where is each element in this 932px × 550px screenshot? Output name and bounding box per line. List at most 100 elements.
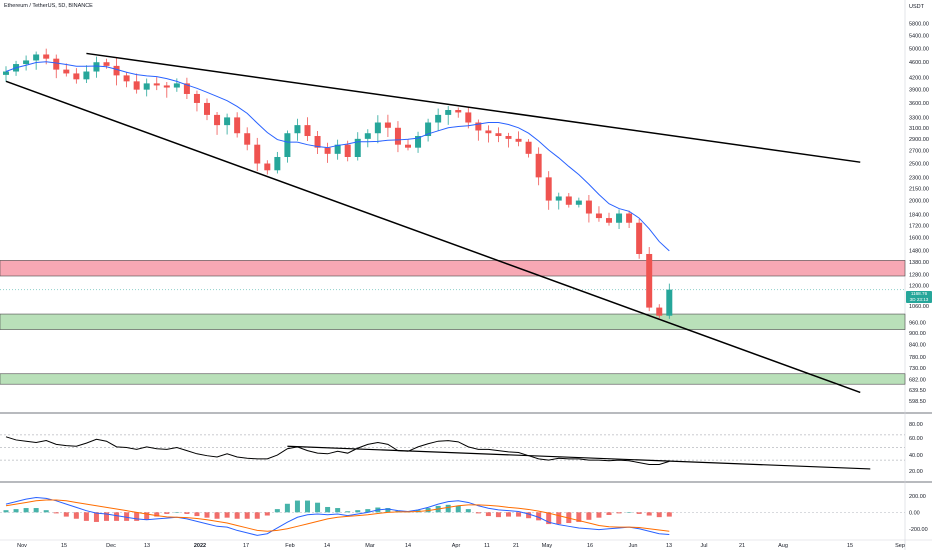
candle[interactable] (374, 122, 381, 134)
candle[interactable] (43, 54, 50, 59)
macd-line (5, 497, 670, 536)
macd-histogram-bar (224, 512, 230, 518)
candle[interactable] (455, 110, 462, 113)
candle[interactable] (244, 133, 251, 145)
candle[interactable] (515, 138, 522, 142)
candle[interactable] (193, 93, 200, 103)
macd-histogram-bar (93, 512, 99, 522)
candle[interactable] (575, 200, 582, 205)
candle[interactable] (626, 213, 633, 223)
candle[interactable] (666, 289, 673, 316)
candle[interactable] (53, 58, 60, 70)
candle[interactable] (224, 117, 231, 126)
candle[interactable] (435, 114, 442, 123)
time-tick-label: Mar (365, 543, 375, 549)
candle[interactable] (153, 83, 160, 86)
candle[interactable] (545, 177, 552, 201)
candle[interactable] (23, 60, 30, 65)
macd-histogram-bar (124, 512, 130, 521)
wedge-resistance-line[interactable] (86, 52, 861, 163)
candle[interactable] (33, 54, 40, 61)
candle[interactable] (324, 147, 331, 154)
macd-histogram-bar (315, 502, 321, 513)
macd-histogram-bar (63, 512, 69, 517)
candle[interactable] (525, 141, 532, 154)
candle[interactable] (354, 138, 361, 157)
candle[interactable] (334, 144, 341, 154)
candle[interactable] (595, 213, 602, 219)
candle[interactable] (304, 125, 311, 137)
candle[interactable] (234, 117, 241, 134)
macd-histogram-bar (576, 512, 582, 522)
candle[interactable] (173, 83, 180, 88)
time-tick-label: Jul (700, 543, 707, 549)
price-tick-label: 639.50 (909, 388, 926, 394)
candle[interactable] (364, 133, 371, 139)
macd-histogram-bar (284, 503, 290, 513)
price-tick-label: 2700.00 (909, 149, 929, 155)
candle[interactable] (204, 102, 210, 115)
candle[interactable] (394, 127, 401, 145)
macd-panel[interactable] (0, 497, 905, 536)
macd-histogram-bar (385, 508, 391, 513)
price-tick-label: 1060.00 (909, 304, 929, 310)
candle[interactable] (274, 156, 281, 171)
macd-histogram-bar (164, 512, 170, 514)
candle[interactable] (183, 83, 190, 94)
candle[interactable] (314, 136, 321, 148)
candle[interactable] (163, 85, 170, 88)
time-tick-label: 13 (144, 543, 150, 549)
time-tick-label: 14 (405, 543, 411, 549)
candle[interactable] (133, 81, 140, 90)
rsi-panel[interactable] (0, 434, 905, 470)
candle[interactable] (505, 136, 512, 139)
price-panel[interactable] (3, 48, 861, 394)
candle[interactable] (83, 71, 90, 80)
time-tick-label: Nov (17, 543, 27, 549)
candle[interactable] (585, 200, 592, 214)
candle[interactable] (63, 69, 70, 74)
macd-histogram-bar (184, 512, 190, 514)
candle[interactable] (425, 122, 432, 137)
candle[interactable] (495, 133, 502, 137)
candle[interactable] (123, 75, 130, 82)
candle[interactable] (656, 307, 663, 316)
candle[interactable] (214, 114, 221, 126)
macd-histogram-bar (606, 512, 612, 515)
rsi-trendline[interactable] (287, 445, 871, 470)
candle[interactable] (405, 144, 411, 148)
candle[interactable] (344, 144, 351, 157)
axis-layer: USDT 5800.00 5400.00 5000.00 4600.00 4200.00 3… (0, 4, 932, 549)
candle[interactable] (73, 73, 80, 80)
candle[interactable] (535, 153, 542, 178)
price-tick-label: 2500.00 (909, 162, 929, 168)
candle[interactable] (254, 144, 261, 164)
candle[interactable] (415, 136, 422, 148)
candle[interactable] (294, 125, 301, 134)
candle[interactable] (384, 122, 391, 128)
candle[interactable] (646, 253, 653, 308)
candle[interactable] (616, 213, 623, 223)
price-tick-label: 598.50 (909, 399, 926, 405)
candle[interactable] (555, 196, 562, 201)
candle[interactable] (284, 133, 291, 157)
macd-histogram-bar (104, 512, 109, 521)
candle[interactable] (606, 218, 612, 223)
candle[interactable] (565, 196, 572, 205)
candle[interactable] (636, 222, 643, 254)
candle[interactable] (465, 112, 472, 123)
price-tick-label: 2300.00 (909, 175, 929, 181)
candle[interactable] (93, 62, 100, 72)
candle[interactable] (264, 163, 271, 171)
candle[interactable] (475, 122, 482, 131)
wedge-support-line[interactable] (5, 80, 861, 394)
candle[interactable] (485, 130, 492, 134)
candle[interactable] (113, 65, 120, 76)
candle[interactable] (143, 83, 150, 90)
candle[interactable] (445, 110, 452, 115)
candle[interactable] (103, 62, 110, 66)
macd-histogram-bar (234, 512, 240, 519)
candle[interactable] (3, 71, 9, 75)
macd-histogram-bar (616, 512, 622, 514)
